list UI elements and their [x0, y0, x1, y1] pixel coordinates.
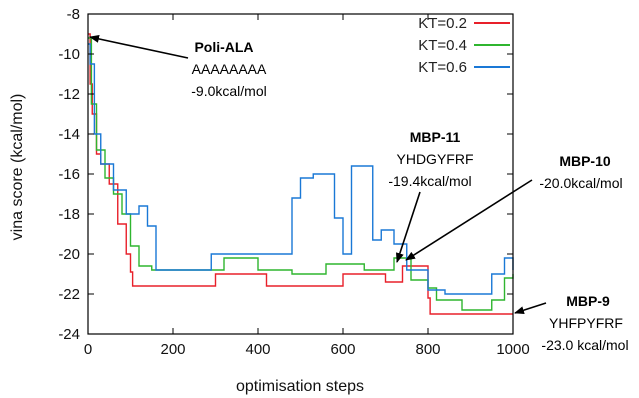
annotation-mbp-10-title: MBP-10	[559, 153, 611, 169]
annotation-mbp-9: MBP-9 YHFPYFRF -23.0 kcal/mol	[514, 293, 629, 353]
annotation-mbp-10-arrow	[405, 179, 533, 261]
x-axis-title: optimisation steps	[236, 378, 364, 395]
y-tick-label: -12	[58, 86, 80, 103]
annotation-poli-ala-arrow	[89, 34, 189, 59]
x-tick-label: 200	[160, 341, 185, 358]
y-tick-label: -10	[58, 46, 80, 63]
annotation-mbp-9-sequence: YHFPYFRF	[549, 315, 623, 331]
series-line-kt06	[88, 43, 514, 295]
annotation-mbp-11-score: -19.4kcal/mol	[388, 173, 471, 189]
annotation-poli-ala: Poli-ALA AAAAAAAA -9.0kcal/mol	[89, 34, 267, 99]
annotation-mbp-11-sequence: YHDGYFRF	[397, 151, 474, 167]
y-tick-label: -8	[67, 6, 80, 23]
annotation-mbp-10: MBP-10 -20.0kcal/mol	[405, 153, 623, 261]
series-line-kt02	[88, 33, 513, 315]
annotation-mbp-11-arrow	[396, 191, 421, 263]
x-tick-label: 0	[84, 341, 92, 358]
annotation-mbp-10-score: -20.0kcal/mol	[539, 175, 622, 191]
legend-label-kt06: KT=0.6	[418, 59, 467, 76]
annotation-poli-ala-sequence: AAAAAAAA	[192, 61, 267, 77]
y-tick-label: -20	[58, 246, 80, 263]
annotation-mbp-11-title: MBP-11	[410, 129, 461, 145]
y-tick-label: -14	[58, 126, 80, 143]
annotation-poli-ala-score: -9.0kcal/mol	[191, 83, 266, 99]
annotation-poli-ala-title: Poli-ALA	[194, 39, 253, 55]
annotation-mbp-11: MBP-11 YHDGYFRF -19.4kcal/mol	[388, 129, 474, 263]
annotation-mbp-9-score: -23.0 kcal/mol	[541, 337, 628, 353]
annotation-mbp-9-arrow	[514, 302, 547, 315]
axis-ticks: 0 200 400 600 800 1000 -8 -10 -12 -14 -16 -18 -20 -22…	[58, 6, 529, 358]
y-tick-label: -16	[58, 166, 80, 183]
y-tick-label: -18	[58, 206, 80, 223]
x-tick-label: 400	[245, 341, 270, 358]
legend-label-kt02: KT=0.2	[418, 15, 467, 32]
legend: KT=0.2 KT=0.4 KT=0.6	[418, 15, 510, 76]
x-tick-label: 800	[415, 341, 440, 358]
y-axis-title: vina score (kcal/mol)	[9, 94, 26, 241]
y-tick-label: -24	[58, 326, 80, 343]
annotation-mbp-9-title: MBP-9	[566, 293, 610, 309]
legend-label-kt04: KT=0.4	[418, 37, 467, 54]
x-tick-label: 600	[330, 341, 355, 358]
series-group	[88, 33, 514, 315]
x-tick-label: 1000	[496, 341, 529, 358]
y-tick-label: -22	[58, 286, 80, 303]
